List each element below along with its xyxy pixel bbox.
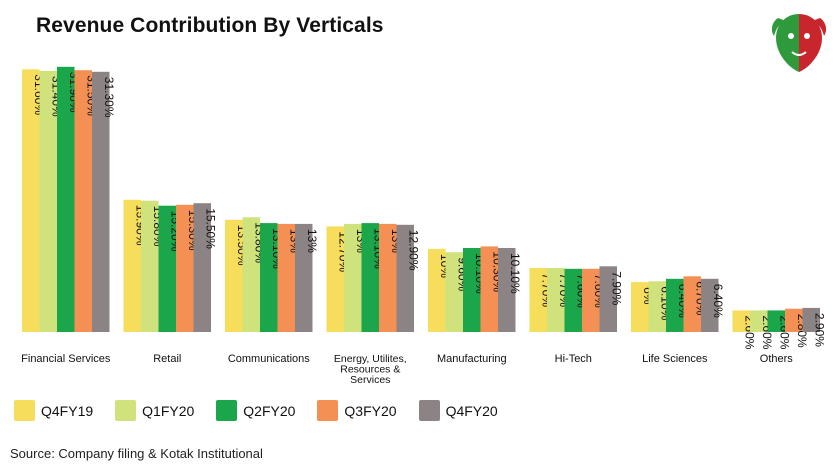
legend-label: Q3FY20 [344, 402, 397, 419]
bar [74, 70, 92, 332]
bar [547, 268, 565, 332]
bar [802, 307, 820, 332]
bar [445, 252, 463, 332]
bar [57, 66, 75, 333]
bar [648, 281, 666, 332]
bar [379, 223, 397, 332]
legend-item-q1fy20: Q1FY20 [115, 400, 194, 421]
bar [564, 268, 582, 332]
bar [344, 223, 362, 332]
bar [158, 205, 176, 332]
legend-swatch [14, 400, 35, 421]
bar [225, 219, 243, 332]
category-label: Resources & [340, 364, 400, 376]
bar [498, 248, 516, 332]
bar [260, 223, 278, 332]
bar [463, 248, 481, 332]
bar [480, 246, 498, 332]
bar [701, 278, 719, 332]
legend-label: Q4FY20 [445, 402, 498, 419]
category-label: Services [350, 374, 390, 386]
bar [277, 223, 295, 332]
bar [631, 282, 649, 332]
bar [396, 224, 414, 332]
bar [39, 71, 57, 332]
data-label: 31.30% [102, 77, 116, 118]
legend-swatch [317, 400, 339, 421]
bar [529, 268, 547, 332]
legend-item-q3fy20: Q3FY20 [317, 400, 397, 421]
legend-label: Q2FY20 [243, 402, 296, 419]
bar [785, 308, 803, 332]
bar [141, 200, 159, 332]
bar [326, 226, 344, 332]
chart-legend: Q4FY19 Q1FY20 Q2FY20 Q3FY20 Q4FY20 [14, 400, 520, 421]
bar [683, 276, 701, 332]
data-label: 15.50% [203, 208, 217, 249]
legend-item-q4fy20: Q4FY20 [418, 400, 498, 421]
bar [428, 248, 446, 332]
bar [666, 278, 684, 332]
bar-chart: 31.60% 31.40% 31.90% 31.50% 31.30%Financial … [21, 66, 826, 386]
bar [361, 223, 379, 332]
bar [92, 71, 110, 333]
bar [193, 203, 211, 332]
legend-item-q4fy19: Q4FY19 [14, 400, 93, 421]
data-label: 13% [305, 229, 319, 253]
category-label: Hi-Tech [555, 353, 592, 365]
data-label: 6.40% [711, 284, 725, 318]
bar [295, 223, 313, 332]
bar [582, 268, 600, 332]
legend-label: Q4FY19 [41, 402, 94, 419]
category-label: Life Sciences [642, 353, 708, 365]
category-label: Energy, Utilites, [334, 353, 407, 365]
data-label: 12.90% [406, 230, 420, 271]
legend-swatch [418, 400, 440, 421]
legend-swatch [115, 400, 137, 421]
bar [732, 310, 750, 332]
chart-title: Revenue Contribution By Verticals [36, 14, 384, 37]
category-label: Communications [228, 353, 310, 365]
bar [767, 310, 785, 332]
category-label: Others [760, 353, 794, 365]
bar [599, 266, 617, 332]
legend-label: Q1FY20 [142, 402, 195, 419]
data-label: 2.90% [812, 313, 826, 347]
bull-bear-logo-icon [764, 8, 834, 76]
source-note: Source: Company filing & Kotak Instituti… [10, 446, 263, 461]
category-label: Retail [153, 353, 181, 365]
legend-swatch [216, 400, 238, 421]
category-label: Manufacturing [437, 353, 507, 365]
bar [22, 69, 40, 333]
legend-item-q2fy20: Q2FY20 [216, 400, 295, 421]
bar [176, 204, 194, 332]
data-label: 10.10% [508, 253, 522, 294]
category-label: Financial Services [21, 353, 111, 365]
bar [242, 217, 260, 332]
data-label: 7.90% [609, 271, 623, 305]
bar [123, 199, 141, 332]
bar [750, 310, 768, 332]
